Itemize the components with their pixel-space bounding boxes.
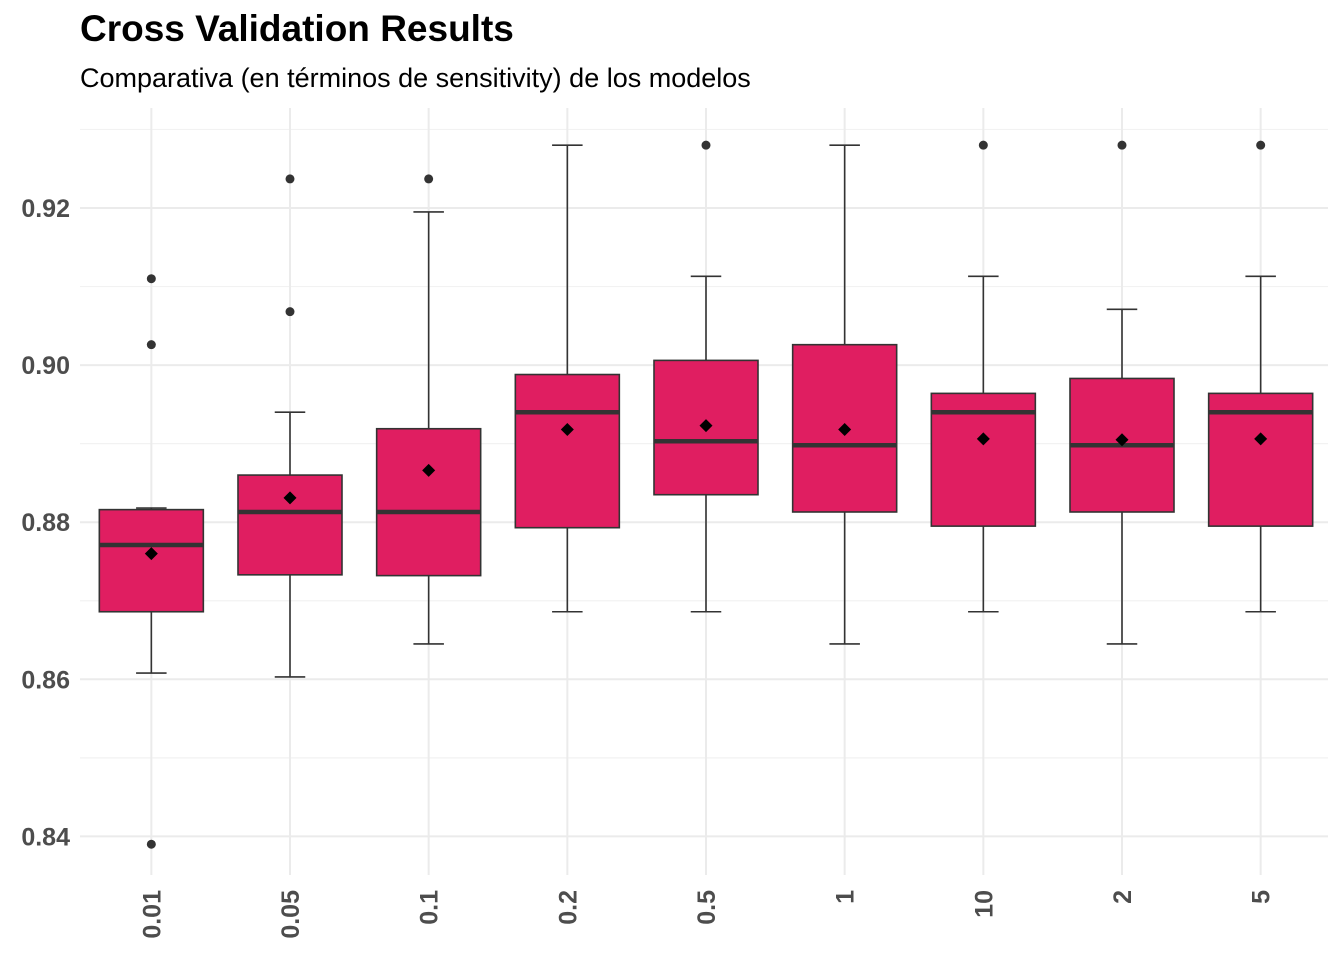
y-tick-label: 0.84 xyxy=(21,823,70,851)
outlier-point xyxy=(146,839,156,849)
box-iqr xyxy=(375,427,482,577)
mean-marker xyxy=(560,423,574,437)
box-iqr xyxy=(1207,392,1314,527)
chart-subtitle: Comparativa (en términos de sensitivity)… xyxy=(80,63,751,93)
box-group xyxy=(375,174,482,645)
chart-title: Cross Validation Results xyxy=(80,8,514,49)
outlier-point xyxy=(424,174,434,184)
outlier-point xyxy=(1117,140,1127,150)
box-iqr xyxy=(514,373,621,529)
y-tick-label: 0.92 xyxy=(21,195,70,223)
box-iqr xyxy=(98,508,205,613)
x-tick-label: 0.01 xyxy=(138,890,166,939)
x-tick-label: 0.5 xyxy=(693,890,721,925)
box-iqr xyxy=(237,474,343,576)
x-tick-label: 2 xyxy=(1109,890,1137,904)
x-tick-label: 5 xyxy=(1248,890,1276,904)
y-tick-label: 0.88 xyxy=(21,509,70,537)
outlier-point xyxy=(146,274,156,284)
box-group xyxy=(653,140,759,613)
outlier-point xyxy=(978,140,988,150)
box-group xyxy=(1207,140,1314,613)
box-group xyxy=(98,274,205,849)
y-tick-label: 0.90 xyxy=(21,352,70,380)
x-tick-label: 0.05 xyxy=(277,890,305,939)
x-tick-label: 1 xyxy=(832,890,860,904)
box-group xyxy=(930,140,1037,613)
box-group xyxy=(237,174,343,678)
box-group xyxy=(514,144,621,613)
mean-marker xyxy=(976,432,990,446)
x-tick-label: 0.2 xyxy=(554,890,582,925)
mean-marker xyxy=(1254,432,1268,446)
mean-marker xyxy=(422,463,436,477)
mean-marker xyxy=(699,419,713,433)
box-layer xyxy=(98,140,1314,849)
x-tick-label: 10 xyxy=(970,890,998,918)
y-tick-label: 0.86 xyxy=(21,666,70,694)
outlier-point xyxy=(1256,140,1266,150)
mean-marker xyxy=(838,423,852,437)
axis-layer: 0.84 0.86 0.88 0.90 0.92 0.01 0.05 0.1 0.2 0.5 1 10… xyxy=(21,195,1275,939)
mean-marker xyxy=(144,547,158,561)
box-group xyxy=(791,144,898,645)
mean-marker xyxy=(1115,433,1129,447)
mean-marker xyxy=(283,491,297,505)
outlier-point xyxy=(701,140,711,150)
outlier-point xyxy=(146,340,156,350)
outlier-point xyxy=(285,174,295,184)
outlier-point xyxy=(285,307,295,317)
box-iqr xyxy=(930,392,1037,527)
x-tick-label: 0.1 xyxy=(416,890,444,925)
box-group xyxy=(1069,140,1175,645)
